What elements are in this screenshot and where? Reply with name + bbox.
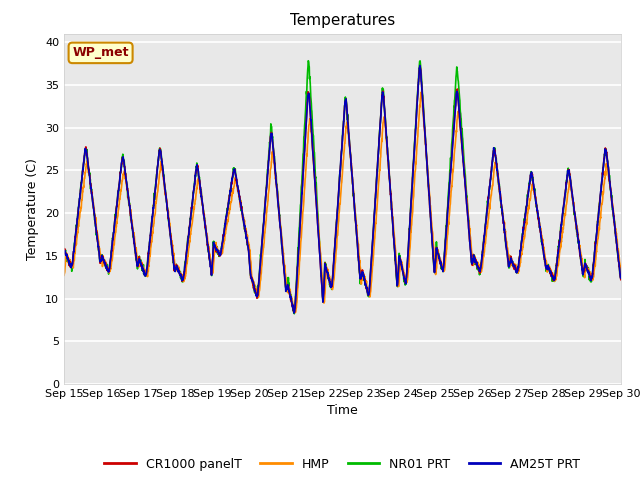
Y-axis label: Temperature (C): Temperature (C) xyxy=(26,158,40,260)
Title: Temperatures: Temperatures xyxy=(290,13,395,28)
Legend: CR1000 panelT, HMP, NR01 PRT, AM25T PRT: CR1000 panelT, HMP, NR01 PRT, AM25T PRT xyxy=(99,453,586,476)
X-axis label: Time: Time xyxy=(327,405,358,418)
Text: WP_met: WP_met xyxy=(72,47,129,60)
